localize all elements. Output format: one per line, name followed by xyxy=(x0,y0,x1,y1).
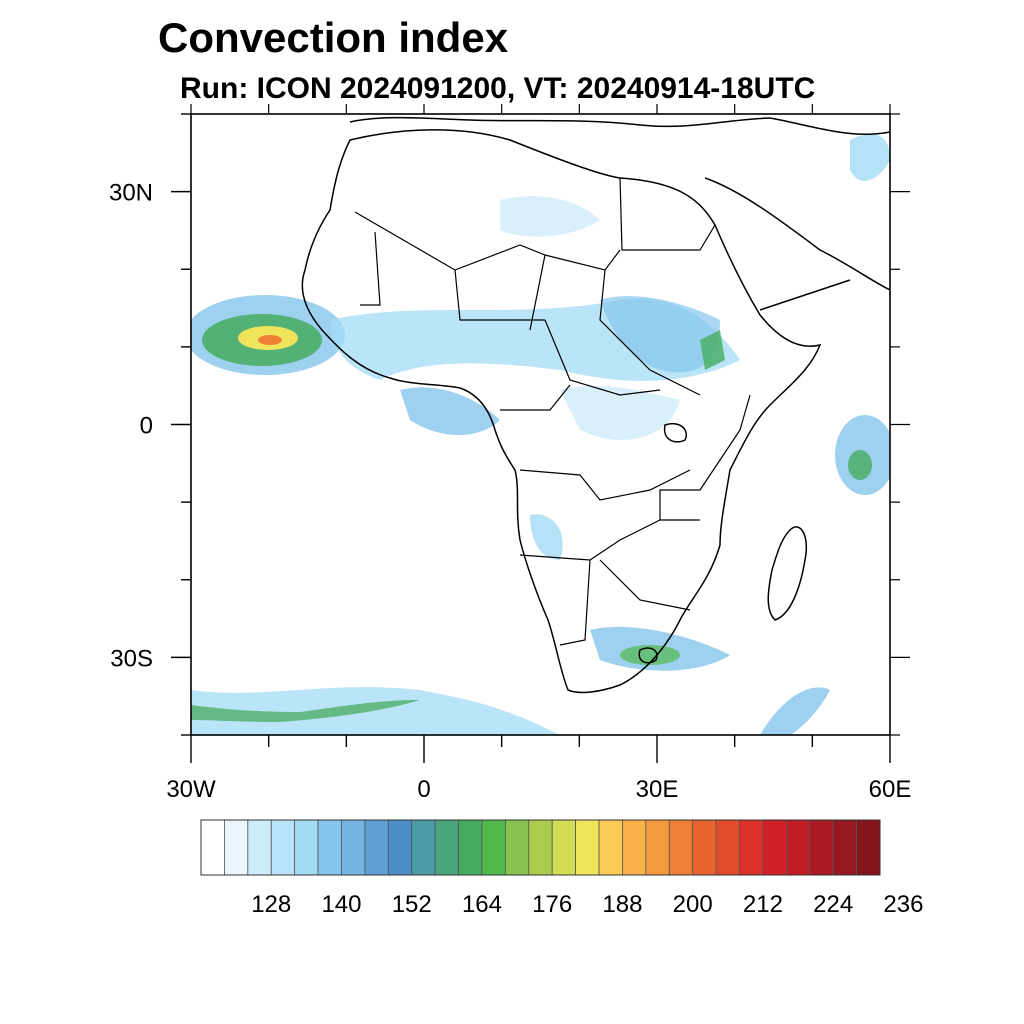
coastlines xyxy=(301,116,890,694)
convection-area-angola xyxy=(530,514,563,560)
convection-area-atlantic-max xyxy=(258,335,282,345)
convection-field xyxy=(191,134,890,735)
x-tick-label: 30W xyxy=(166,776,216,803)
colorbar-swatch xyxy=(294,819,319,876)
colorbar-label: 128 xyxy=(251,891,291,918)
x-tick-label: 60E xyxy=(869,776,912,803)
colorbar: 128 140 152 164 176 188 200 212 224 236 xyxy=(200,819,923,918)
madagascar-coastline xyxy=(767,526,807,621)
convection-area-south-africa-core xyxy=(620,645,680,665)
colorbar-swatch xyxy=(715,819,740,876)
colorbar-swatch xyxy=(481,819,506,876)
colorbar-label: 140 xyxy=(321,891,361,918)
colorbar-label: 152 xyxy=(392,891,432,918)
colorbar-swatch xyxy=(224,819,249,876)
colorbar-swatch xyxy=(785,819,811,876)
colorbar-label: 164 xyxy=(462,891,502,918)
lesotho-border xyxy=(638,647,658,664)
colorbar-swatch xyxy=(575,819,600,876)
colorbar-swatch xyxy=(504,819,530,876)
colorbar-swatch xyxy=(856,819,881,876)
colorbar-label: 200 xyxy=(673,891,713,918)
colorbar-swatch xyxy=(668,819,694,876)
convection-area-north-africa xyxy=(500,196,600,237)
lake-victoria xyxy=(663,423,687,443)
colorbar-swatch xyxy=(387,819,413,876)
convection-area-southern-ocean-west xyxy=(191,687,560,735)
colorbar-label: 224 xyxy=(813,891,853,918)
chart-subtitle: Run: ICON 2024091200, VT: 20240914-18UTC xyxy=(180,72,816,105)
colorbar-swatch xyxy=(364,819,389,876)
convection-area-congo xyxy=(560,385,680,440)
colorbar-swatch xyxy=(317,819,342,876)
europe-coastline xyxy=(349,116,890,135)
colorbar-swatch xyxy=(739,819,764,876)
colorbar-swatch xyxy=(598,819,623,876)
colorbar-frame xyxy=(200,819,881,876)
colorbar-label: 236 xyxy=(883,891,923,918)
colorbar-label: 188 xyxy=(602,891,642,918)
axis-ticks xyxy=(171,104,910,763)
colorbar-swatch xyxy=(411,819,436,876)
colorbar-swatch xyxy=(270,819,296,876)
axis-tick-labels: 30W 0 30E 60E 30N 0 30S xyxy=(109,180,911,803)
colorbar-swatch xyxy=(247,819,272,876)
colorbar-label: 176 xyxy=(532,891,572,918)
convection-area-southern-ocean-east xyxy=(760,687,830,735)
colorbar-swatch xyxy=(341,819,366,876)
convection-area-indian-ocean-core xyxy=(848,450,872,480)
convection-area-ethiopia xyxy=(600,296,720,373)
colorbar-label: 212 xyxy=(743,891,783,918)
colorbar-swatch xyxy=(645,819,670,876)
x-tick-label: 30E xyxy=(636,776,679,803)
convection-area-ethiopia-core xyxy=(700,330,725,370)
colorbar-swatch xyxy=(200,819,225,876)
colorbar-swatch xyxy=(622,819,647,876)
x-tick-label: 0 xyxy=(417,776,430,803)
africa-coastline xyxy=(301,129,822,694)
colorbar-swatch xyxy=(551,819,577,876)
colorbar-swatch xyxy=(458,819,483,876)
y-tick-label: 0 xyxy=(140,413,153,440)
convection-area-southern-ocean-core xyxy=(191,700,420,722)
colorbar-swatch xyxy=(832,819,857,876)
colorbar-swatch xyxy=(528,819,553,876)
colorbar-swatch xyxy=(434,819,459,876)
y-tick-label: 30N xyxy=(109,180,153,207)
arabia-coastline xyxy=(704,177,890,311)
colorbar-swatch xyxy=(692,819,717,876)
colorbar-swatch xyxy=(762,819,787,876)
colorbar-swatch xyxy=(809,819,834,876)
chart-title: Convection index xyxy=(158,14,509,61)
y-tick-label: 30S xyxy=(110,645,153,672)
convection-area-gulf-guinea xyxy=(400,387,500,435)
convection-area-middle-east xyxy=(850,134,890,181)
country-borders xyxy=(354,177,751,646)
